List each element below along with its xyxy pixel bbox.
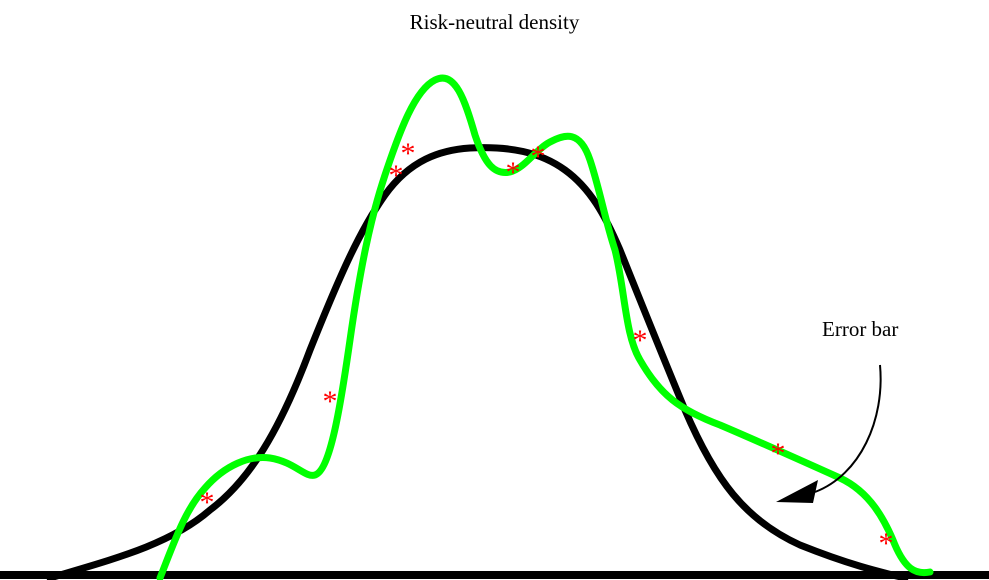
marker-2: * [323, 385, 338, 418]
marker-8: * [771, 437, 786, 470]
marker-3: * [389, 159, 404, 192]
fitted-curve [156, 74, 934, 580]
marker-1: * [200, 486, 215, 519]
marker-6: * [531, 140, 546, 173]
error-bar-label: Error bar [822, 317, 899, 341]
page-title: Risk-neutral density [409, 10, 580, 34]
error-bar-arrowhead [776, 480, 818, 503]
marker-4: * [401, 137, 416, 170]
marker-5: * [506, 156, 521, 189]
marker-7: * [633, 324, 648, 357]
density-curve [46, 144, 909, 580]
error-bar-arrow-line [814, 364, 882, 493]
marker-9: * [879, 527, 894, 560]
data-markers: * * * * * * * * * [200, 137, 894, 560]
